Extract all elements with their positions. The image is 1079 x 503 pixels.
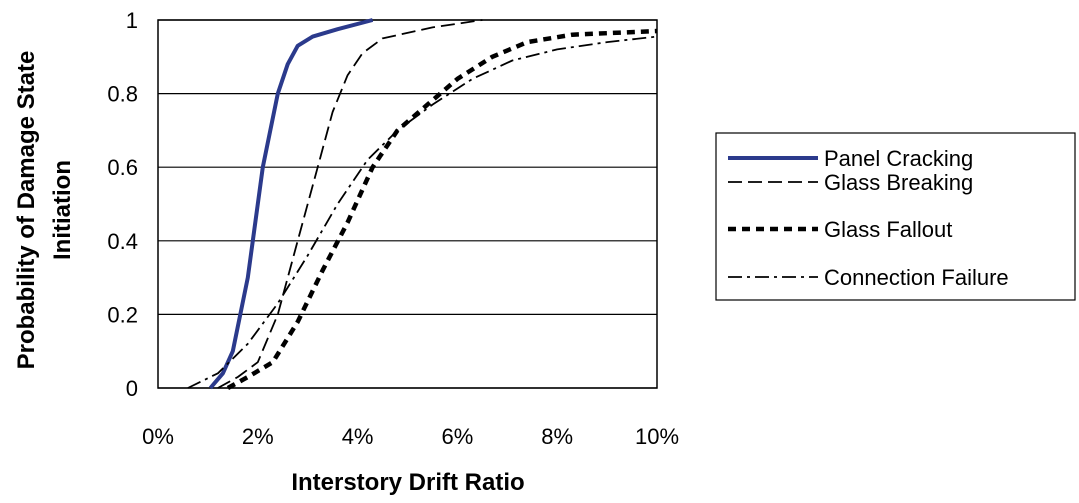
x-axis-title: Interstory Drift Ratio	[291, 469, 524, 496]
y-tick-label: 0.6	[107, 155, 138, 180]
series-line-0	[208, 18, 374, 390]
y-tick-label: 0.8	[107, 82, 138, 107]
x-tick-label: 8%	[541, 424, 573, 449]
legend-label-2: Glass Fallout	[824, 217, 952, 242]
x-tick-label: 2%	[242, 424, 274, 449]
y-axis-title-line1: Probability of Damage State	[13, 51, 40, 370]
y-tick-label: 0.2	[107, 302, 138, 327]
gridlines	[158, 19, 657, 389]
plot-area-frame	[157, 19, 658, 389]
legend-box	[715, 132, 1076, 301]
x-tick-label: 10%	[635, 424, 679, 449]
series-line-1	[217, 19, 483, 389]
y-tick-label: 1	[126, 8, 138, 33]
x-tick-label: 4%	[342, 424, 374, 449]
x-tick-label: 0%	[142, 424, 174, 449]
y-tick-label: 0.4	[107, 229, 138, 254]
legend-label-1: Glass Breaking	[824, 170, 973, 195]
series-line-2	[226, 28, 658, 390]
y-axis-title-line2: Initiation	[49, 160, 76, 260]
y-tick-labels: 0 0.2 0.4 0.6 0.8 1	[107, 8, 138, 401]
legend-label-0: Panel Cracking	[824, 146, 973, 171]
legend-label-3: Connection Failure	[824, 265, 1009, 290]
y-tick-label: 0	[126, 376, 138, 401]
series-lines	[187, 18, 658, 390]
x-tick-labels: 0% 2% 4% 6% 8% 10%	[142, 424, 679, 449]
x-tick-label: 6%	[442, 424, 474, 449]
series-line-3	[187, 35, 658, 389]
